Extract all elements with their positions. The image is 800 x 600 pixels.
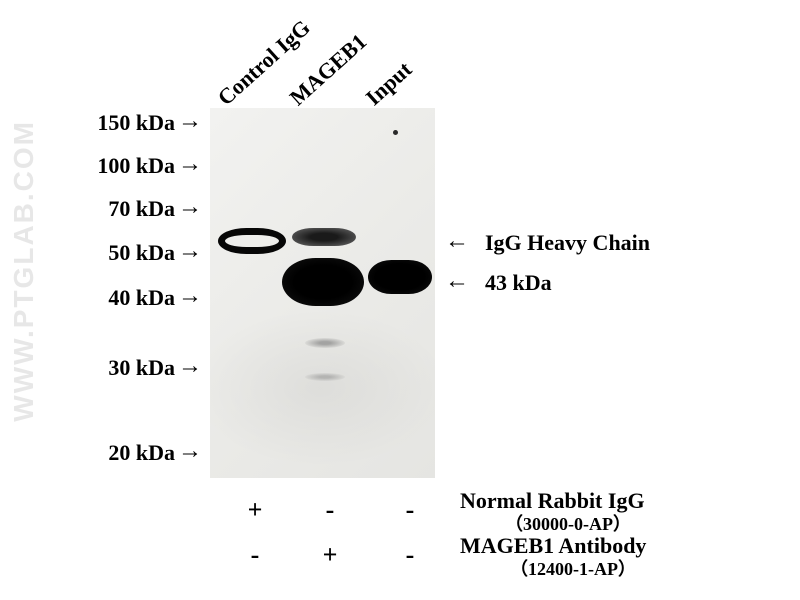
band xyxy=(218,228,286,254)
mw-marker: 150 kDa xyxy=(55,110,175,136)
arrow-icon: → xyxy=(178,353,202,380)
lane-label: Input xyxy=(361,56,417,111)
artifact-dot xyxy=(393,130,398,135)
blot-image xyxy=(210,108,435,478)
mw-marker: 30 kDa xyxy=(55,355,175,381)
arrow-icon: → xyxy=(178,283,202,310)
watermark-text: WWW.PTGLAB.COM xyxy=(8,120,40,422)
plus-minus: - xyxy=(395,495,425,525)
plus-minus: - xyxy=(395,540,425,570)
band xyxy=(282,258,364,306)
band xyxy=(292,228,356,246)
mw-marker: 70 kDa xyxy=(55,196,175,222)
arrow-icon: → xyxy=(178,238,202,265)
plus-minus: - xyxy=(240,540,270,570)
antibody-catalog: （12400-1-AP） xyxy=(510,555,636,581)
figure-container: WWW.PTGLAB.COM Control IgG MAGEB1 Input … xyxy=(0,0,800,600)
band xyxy=(368,260,432,294)
arrow-icon: → xyxy=(178,438,202,465)
band-label: 43 kDa xyxy=(485,270,552,296)
arrow-icon: → xyxy=(178,194,202,221)
arrow-icon: ← xyxy=(445,268,469,295)
band xyxy=(305,338,345,348)
plus-minus: + xyxy=(315,540,345,570)
arrow-icon: → xyxy=(178,151,202,178)
mw-marker: 50 kDa xyxy=(55,240,175,266)
mw-marker: 100 kDa xyxy=(55,153,175,179)
band xyxy=(305,373,345,381)
mw-marker: 40 kDa xyxy=(55,285,175,311)
arrow-icon: → xyxy=(178,108,202,135)
arrow-icon: ← xyxy=(445,228,469,255)
mw-marker: 20 kDa xyxy=(55,440,175,466)
plus-minus: + xyxy=(240,495,270,525)
band-label: IgG Heavy Chain xyxy=(485,230,650,256)
plus-minus: - xyxy=(315,495,345,525)
